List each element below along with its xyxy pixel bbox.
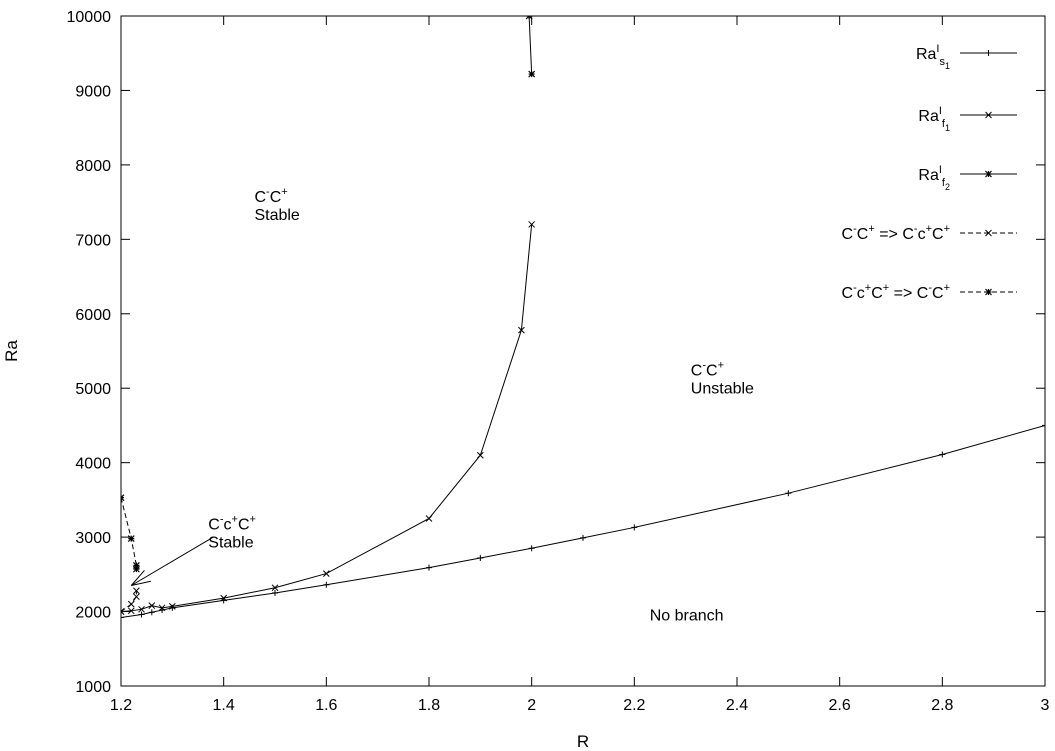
series-5 [121, 494, 140, 573]
annotations: C-​C+​StableC-​C+​UnstableC-​c+​C+​Stabl… [130, 186, 754, 624]
x-tick-label: 1.4 [213, 697, 235, 714]
series-3 [525, 16, 536, 78]
annotation-arrowhead [130, 570, 145, 586]
legend-entry-5: C-​c+​C+​ => C-​C+​ [842, 282, 1017, 302]
plot-series [121, 16, 1045, 621]
data-point [138, 605, 145, 613]
region-label-unstable: C-​C+​ [691, 360, 724, 380]
x-tick-label: 1.8 [418, 697, 440, 714]
data-point [121, 610, 125, 615]
data-point [322, 570, 330, 577]
region-label-nobranch: No branch [650, 607, 724, 624]
data-point [425, 515, 433, 522]
x-tick-label: 2.2 [623, 697, 645, 714]
data-point [985, 170, 992, 178]
legend-label: RaI​f1​ [918, 105, 950, 133]
x-tick-label: 2.8 [931, 697, 953, 714]
x-tick-label: 2 [527, 697, 536, 714]
plot-frame [120, 15, 1046, 687]
region-label-stable-lower: C-​c+​C+​ [208, 514, 256, 534]
legend-entry-2: RaI​f1​ [918, 105, 1017, 133]
series-line [121, 224, 533, 613]
y-tick-label: 9000 [75, 83, 111, 100]
x-tick-label: 2.6 [829, 697, 851, 714]
axes: 1.2 1.4 1.6 1.8 2 2.2 2.4 2.6 2.8 3 1000 2000 3000 40… [2, 9, 1050, 751]
x-axis-label: R [577, 732, 589, 751]
region-label-stable-upper-sub: Stable [254, 207, 299, 224]
data-point [168, 602, 176, 610]
data-point [985, 229, 992, 237]
legend-label: RaI​s1​ [916, 43, 950, 71]
series-line [121, 424, 1045, 619]
legend-entry-4: C-​C+​ => C-​c+​C+​ [842, 223, 1017, 243]
data-point [148, 602, 156, 609]
data-point [271, 584, 279, 592]
data-point [985, 288, 992, 296]
data-point [528, 16, 533, 20]
data-point [525, 16, 530, 20]
data-point [158, 604, 166, 612]
data-point [121, 494, 125, 499]
y-tick-label: 6000 [75, 307, 111, 324]
annotation-arrowhead [131, 580, 151, 586]
data-point [121, 608, 125, 613]
x-tick-label: 2.4 [726, 697, 748, 714]
legend-entry-1: RaI​s1​ [916, 43, 1017, 71]
series-2 [121, 221, 536, 615]
series-4 [121, 587, 140, 615]
data-point [528, 221, 536, 228]
legend-label: C-​c+​C+​ => C-​C+​ [842, 282, 950, 302]
y-tick-label: 10000 [67, 9, 112, 26]
series-line [121, 590, 137, 612]
legend-label: RaI​f2​ [918, 164, 950, 192]
y-tick-label: 7000 [75, 232, 111, 249]
y-axis-label: Ra [2, 340, 21, 362]
data-point [518, 326, 525, 334]
data-point [985, 111, 992, 119]
region-label-stable-lower-sub: Stable [208, 535, 253, 552]
annotation-arrow [131, 536, 214, 586]
data-point [127, 600, 135, 608]
series-line [528, 16, 533, 75]
data-point [127, 535, 135, 543]
y-tick-label: 1000 [75, 679, 111, 696]
data-point [220, 594, 228, 602]
y-tick-label: 3000 [75, 530, 111, 547]
data-point [121, 496, 125, 502]
region-label-unstable-sub: Unstable [691, 381, 754, 398]
data-point [476, 451, 484, 459]
x-tick-label: 1.2 [110, 697, 132, 714]
data-point [133, 587, 140, 595]
x-tick-label: 3 [1041, 697, 1050, 714]
x-tick-label: 1.6 [315, 697, 337, 714]
y-tick-label: 2000 [75, 605, 111, 622]
data-point [528, 70, 536, 78]
y-tick-label: 4000 [75, 456, 111, 473]
legend: RaI​s1​ RaI​f1​ RaI​f2​ C-​C+​ => C-​c+​C+​… [842, 43, 1017, 302]
data-point [132, 565, 140, 573]
series-line [121, 497, 137, 570]
y-tick-label: 8000 [75, 158, 111, 175]
data-point [127, 607, 135, 615]
legend-label: C-​C+​ => C-​c+​C+​ [842, 223, 950, 243]
y-tick-label: 5000 [75, 381, 111, 398]
data-point [133, 593, 140, 601]
region-label-stable-upper: C-​C+​ [254, 186, 287, 206]
legend-entry-3: RaI​f2​ [918, 164, 1017, 192]
